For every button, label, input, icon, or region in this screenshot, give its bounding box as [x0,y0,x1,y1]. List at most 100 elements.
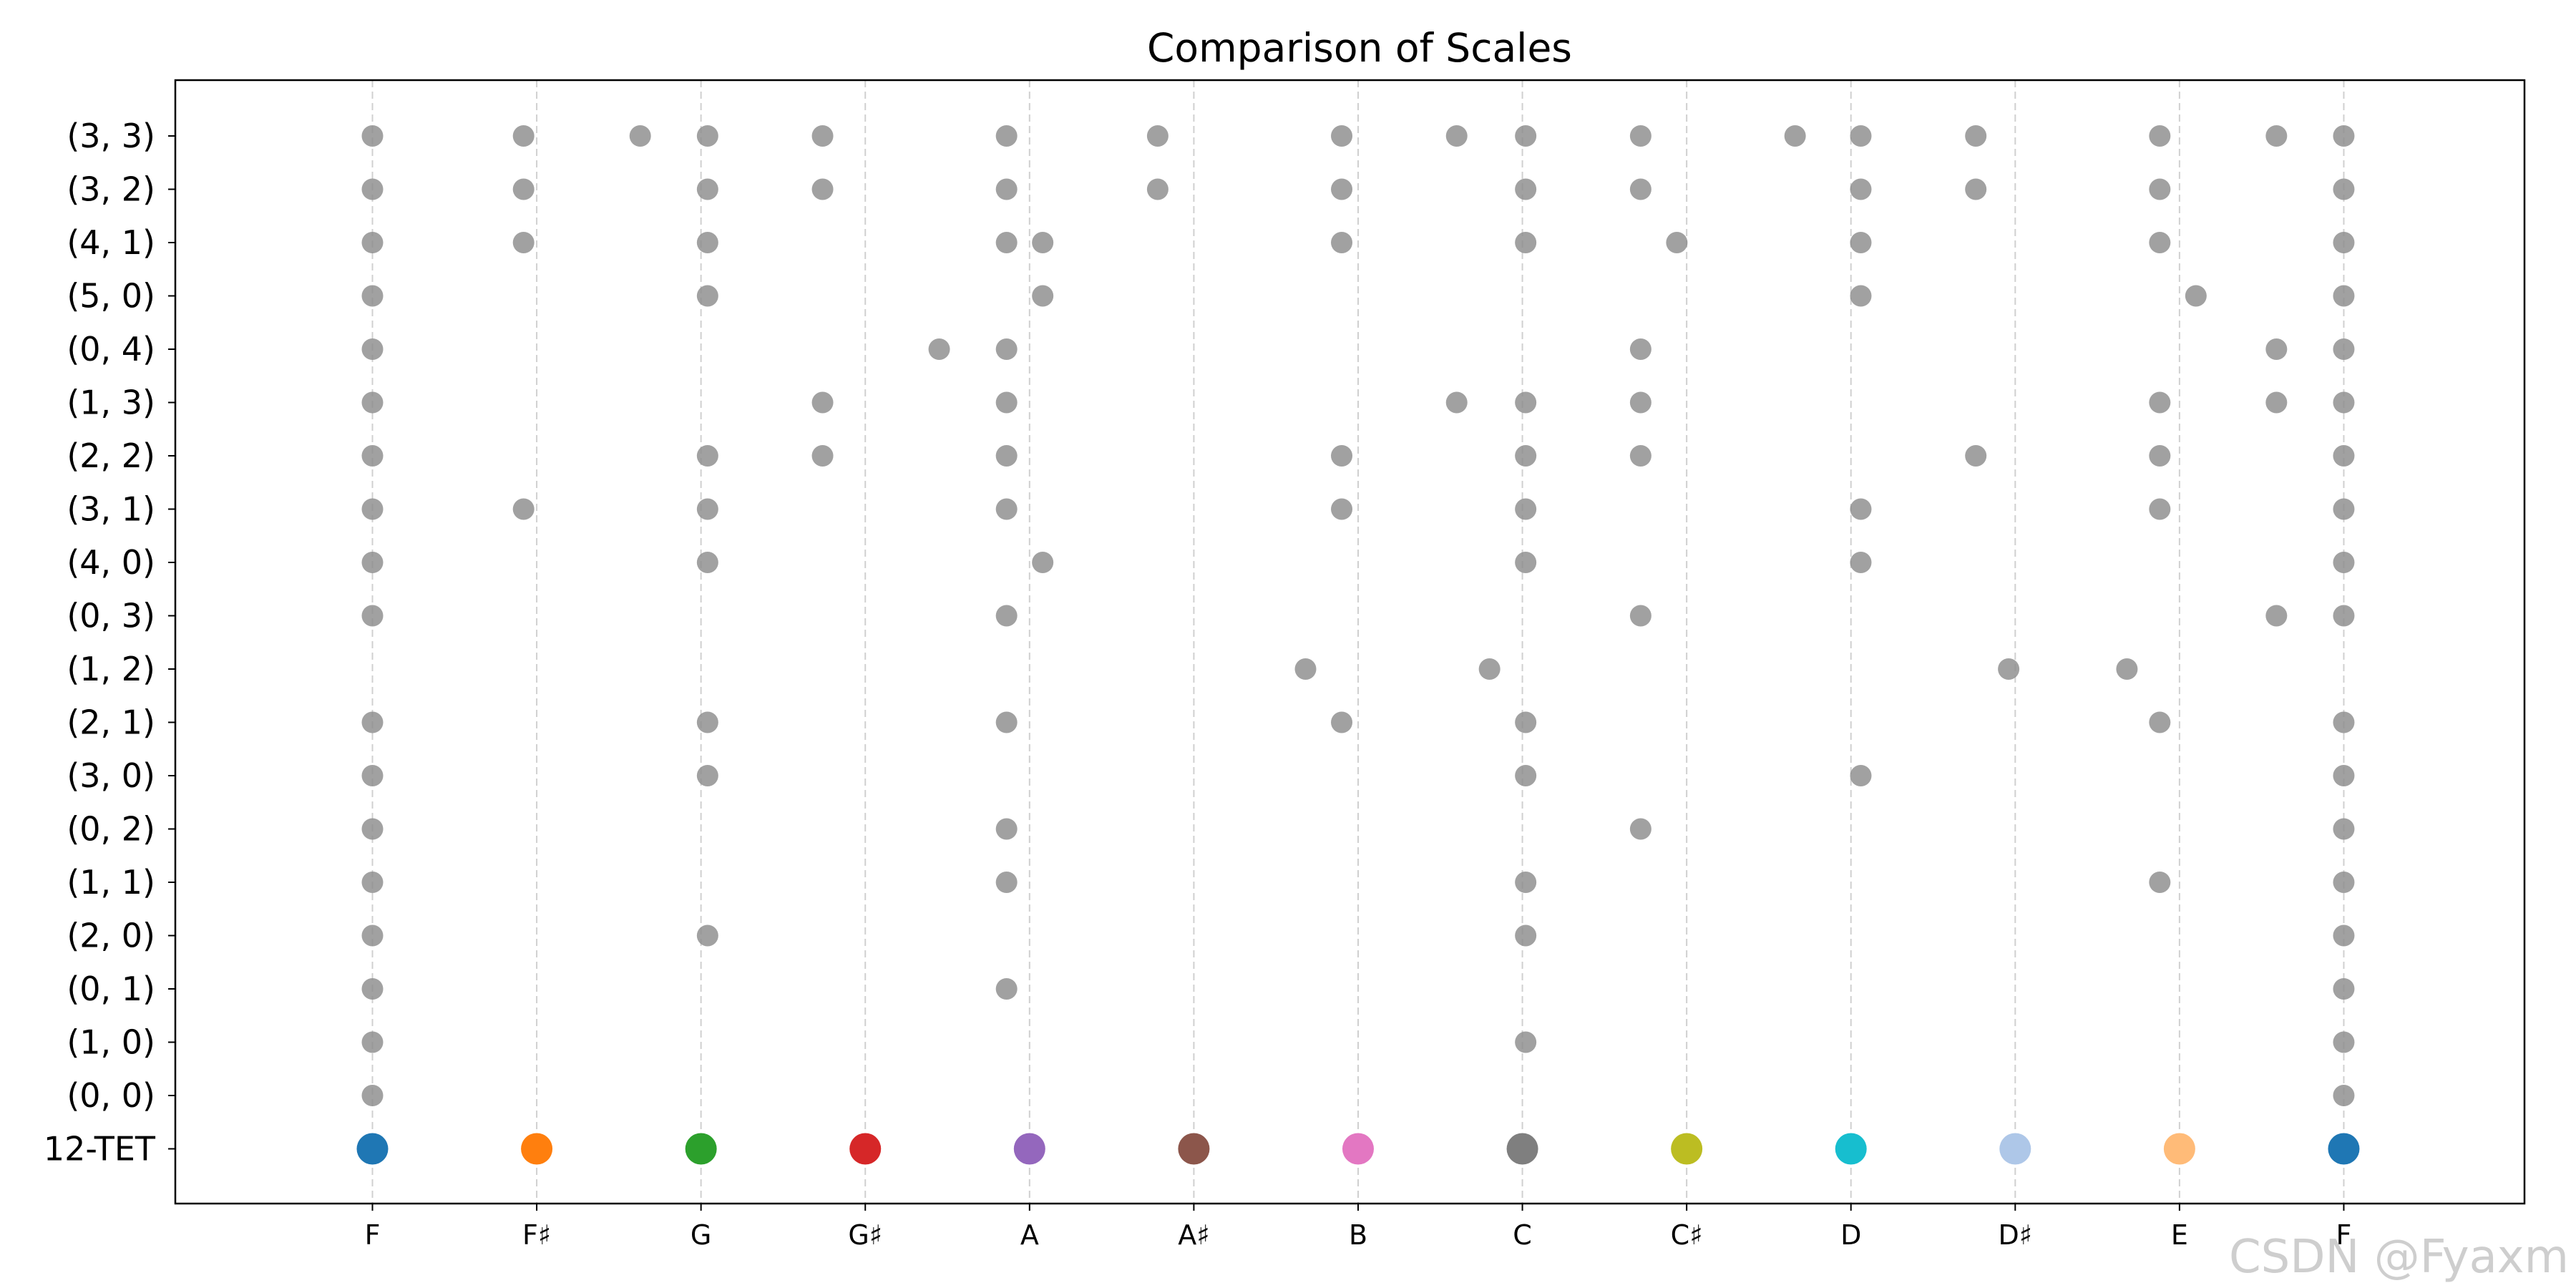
scale-note-point [1629,445,1652,467]
y-tick-label: (1, 0) [67,1023,155,1062]
scale-note-point [2333,498,2355,520]
scale-note-point [995,818,1018,840]
scale-note-point [361,978,384,1000]
scale-note-point [995,605,1018,627]
x-tick-label: C [1513,1219,1532,1251]
tet-note-point [1178,1133,1210,1165]
scale-note-point [1850,125,1872,147]
scale-note-point [2333,445,2355,467]
y-tick-label: (5, 0) [67,277,155,316]
scale-note-point [696,178,718,200]
scale-note-point [361,498,384,520]
scale-note-point [1629,125,1652,147]
x-tick-label: A♯ [1178,1219,1209,1251]
y-tick-label: (2, 1) [67,703,155,742]
scale-note-point [1666,232,1688,253]
x-tick-label: A [1020,1219,1039,1251]
y-tick-label: (0, 1) [67,970,155,1008]
y-tick-label: (3, 0) [67,756,155,795]
x-tick-label: D♯ [1998,1219,2032,1251]
y-tick-label: (0, 0) [67,1076,155,1115]
x-axis: F F♯ G G♯ A A♯ B C C♯ D D♯ E F [365,1204,2352,1251]
scale-note-point [995,872,1018,893]
scale-note-point [1629,338,1652,360]
scale-note-point [1331,711,1353,733]
scale-note-point [995,498,1018,520]
scale-note-point [361,872,384,893]
scale-note-point [361,125,384,147]
y-tick-label: (3, 1) [67,490,155,529]
scale-note-point [2265,338,2288,360]
scale-note-point [1515,125,1537,147]
y-tick-label: (0, 2) [67,810,155,849]
scale-note-point [696,924,718,947]
y-tick-label: (2, 0) [67,917,155,955]
scale-note-point [1629,818,1652,840]
scale-note-point [1515,765,1537,786]
scale-note-point [1331,125,1353,147]
scale-note-point [361,391,384,414]
tet-note-point [1342,1133,1374,1165]
scale-note-point [361,711,384,733]
x-grid [371,80,2345,1204]
scale-note-point [361,445,384,467]
y-tick-label: (3, 3) [67,117,155,155]
x-tick-label: G [691,1219,711,1251]
scale-note-point [1965,178,1987,200]
scale-note-point [995,232,1018,253]
y-axis: 12-TET (0, 0) (1, 0) (0, 1) (2, 0) (1, 1) (0, … [44,117,175,1169]
scale-note-point [696,125,718,147]
scale-note-point [2149,178,2171,200]
scale-note-point [1850,232,1872,253]
scale-note-point [696,498,718,520]
scale-note-point [2333,978,2355,1000]
scale-note-point [811,391,834,414]
scale-note-point [361,338,384,360]
scale-note-point [512,498,535,520]
scale-note-point [995,178,1018,200]
scale-note-point [1850,498,1872,520]
scale-note-point [361,232,384,253]
scale-note-point [1515,872,1537,893]
x-tick-label: G♯ [848,1219,882,1251]
scale-note-point [361,818,384,840]
scale-note-point [696,711,718,733]
scale-note-point [696,285,718,307]
scale-note-point [1032,552,1054,573]
scale-note-point [995,338,1018,360]
scale-note-point [2149,445,2171,467]
scale-note-point [2333,872,2355,893]
scale-note-point [1331,232,1353,253]
scale-note-point [1784,125,1806,147]
tet-note-point [521,1133,553,1165]
tet-note-point [1999,1133,2031,1165]
scale-note-point [2149,872,2171,893]
scale-note-point [512,125,535,147]
scale-note-point [2333,605,2355,627]
scale-note-point [995,391,1018,414]
y-tick-label: (3, 2) [67,170,155,209]
scale-note-point [361,1085,384,1106]
scale-note-point [2333,1031,2355,1053]
x-tick-label: C♯ [1671,1219,1703,1251]
scale-note-point [1294,658,1317,680]
scale-note-point [1515,552,1537,573]
scale-note-point [2265,391,2288,414]
x-tick-label: D [1840,1219,1861,1251]
scale-note-point [2333,338,2355,360]
tet-note-point [1835,1133,1867,1165]
tet-note-point [2163,1133,2195,1165]
scale-note-point [2265,125,2288,147]
scale-note-point [811,445,834,467]
scale-note-point [2265,605,2288,627]
scale-note-point [1629,605,1652,627]
chart-title: Comparison of Scales [1147,25,1572,71]
scale-note-point [361,1031,384,1053]
scale-note-point [2333,552,2355,573]
scale-note-point [1850,285,1872,307]
x-tick-label: F♯ [522,1219,551,1251]
y-tick-label: (1, 2) [67,650,155,688]
scale-note-point [696,232,718,253]
scale-note-point [629,125,651,147]
x-tick-label: F [2336,1219,2352,1251]
